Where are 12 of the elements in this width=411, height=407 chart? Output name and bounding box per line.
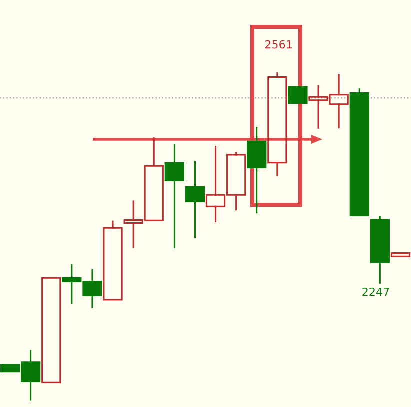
candlestick	[370, 216, 390, 284]
candlestick	[350, 88, 370, 217]
candlestick	[268, 72, 288, 176]
candlestick	[288, 86, 308, 104]
annotation: 2247	[362, 288, 390, 296]
candlestick	[164, 144, 184, 249]
candlestick	[185, 161, 206, 238]
candlestick	[42, 277, 62, 384]
candlestick	[103, 220, 123, 301]
annotation: 2561	[265, 40, 292, 49]
candlestick	[247, 127, 267, 214]
candlestick	[390, 252, 411, 258]
